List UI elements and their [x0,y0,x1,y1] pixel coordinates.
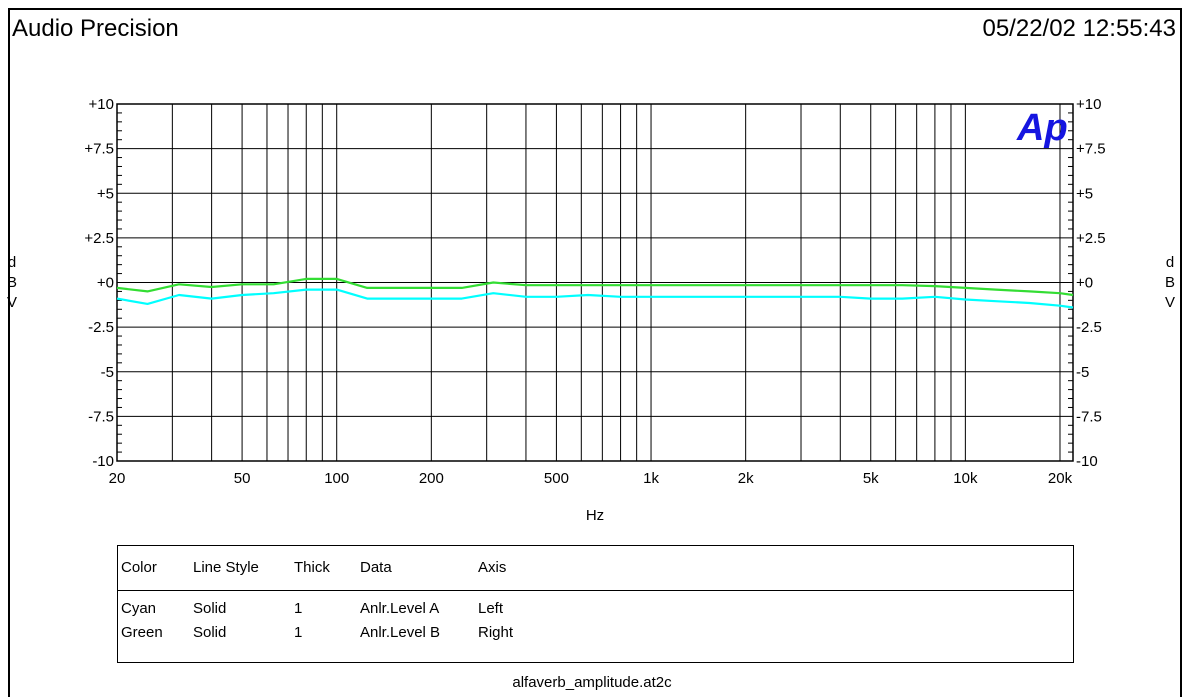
legend-row-data: Anlr.Level A [360,600,440,617]
series-line [116,288,1074,309]
x-tick-label: 1k [643,470,659,487]
x-tick-label: 50 [234,470,251,487]
y-axis-label-left-char: V [7,294,17,311]
y-tick-label-left: -7.5 [88,408,114,425]
legend-row-line-style: Solid [193,624,227,641]
legend-header-axis: Axis [478,559,507,576]
legend-row-thick: 1 [294,624,303,641]
grid [117,103,1073,462]
x-tick-label: 200 [419,470,444,487]
y-tick-label-left: -5 [101,364,114,381]
x-tick-label: 20 [109,470,126,487]
y-tick-label-right: -7.5 [1076,408,1102,425]
x-tick-label: 5k [863,470,879,487]
plot-border [116,103,1074,462]
y-tick-label-left: -2.5 [88,319,114,336]
y-tick-label-left: +5 [97,185,114,202]
y-tick-label-right: +0 [1076,275,1093,292]
x-tick-label: 100 [324,470,349,487]
x-tick-label: 10k [953,470,978,487]
legend-row-color: Green [121,624,163,641]
y-axis-label-right-char: B [1165,274,1175,291]
x-tick-label: 500 [544,470,569,487]
legend-header-row: Color Line Style Thick Data Axis [118,546,1073,591]
page-frame [8,8,1182,697]
legend-row-axis: Right [478,624,514,641]
legend-row-axis: Left [478,600,504,617]
legend-header-thick: Thick [294,559,330,576]
y-tick-label-right: +2.5 [1076,230,1106,247]
minor-ticks [117,112,1073,453]
legend-header-line-style: Line Style [193,559,259,576]
legend-header-data: Data [360,559,392,576]
x-axis-label: Hz [586,507,604,524]
y-tick-label-right: +7.5 [1076,141,1106,158]
y-tick-label-right: -2.5 [1076,319,1102,336]
y-tick-label-left: +0 [97,275,114,292]
legend-table: Color Line Style Thick Data Axis Cyan So… [117,545,1074,663]
legend-row-line-style: Solid [193,600,227,617]
y-tick-label-left: +2.5 [84,230,114,247]
x-tick-label: 20k [1048,470,1073,487]
y-axis-label-right-char: d [1166,254,1174,271]
y-axis-label-left: dBV [7,254,17,311]
y-axis-label-right-char: V [1165,294,1175,311]
y-tick-label-right: -5 [1076,364,1089,381]
legend-header-color: Color [121,559,157,576]
legend-row-color: Cyan [121,600,157,617]
y-axis-label-left-char: B [7,274,17,291]
x-tick-label: 2k [738,470,754,487]
footer-filename: alfaverb_amplitude.at2c [512,674,672,691]
y-axis-label-right: dBV [1165,254,1175,311]
y-tick-label-left: +7.5 [84,141,114,158]
y-tick-label-left: -10 [92,453,114,470]
header-title: Audio Precision [12,15,179,42]
y-axis-label-left-char: d [8,254,16,271]
y-tick-label-right: -10 [1076,453,1098,470]
header-timestamp: 05/22/02 12:55:43 [982,15,1176,42]
series-lines [116,277,1074,309]
y-tick-label-right: +5 [1076,185,1093,202]
legend-row-thick: 1 [294,600,303,617]
y-tick-label-left: +10 [89,96,114,113]
axis-labels: 20 50 100 200 500 1k 2k 5k 10k 20k +10 +7.5 +5 +2.5 +0… [7,96,1175,524]
ap-logo: Ap [1016,107,1068,149]
y-tick-label-right: +10 [1076,96,1101,113]
legend-row-data: Anlr.Level B [360,624,441,641]
ap-logo-text: Ap [1016,107,1068,149]
series-line [116,277,1074,297]
